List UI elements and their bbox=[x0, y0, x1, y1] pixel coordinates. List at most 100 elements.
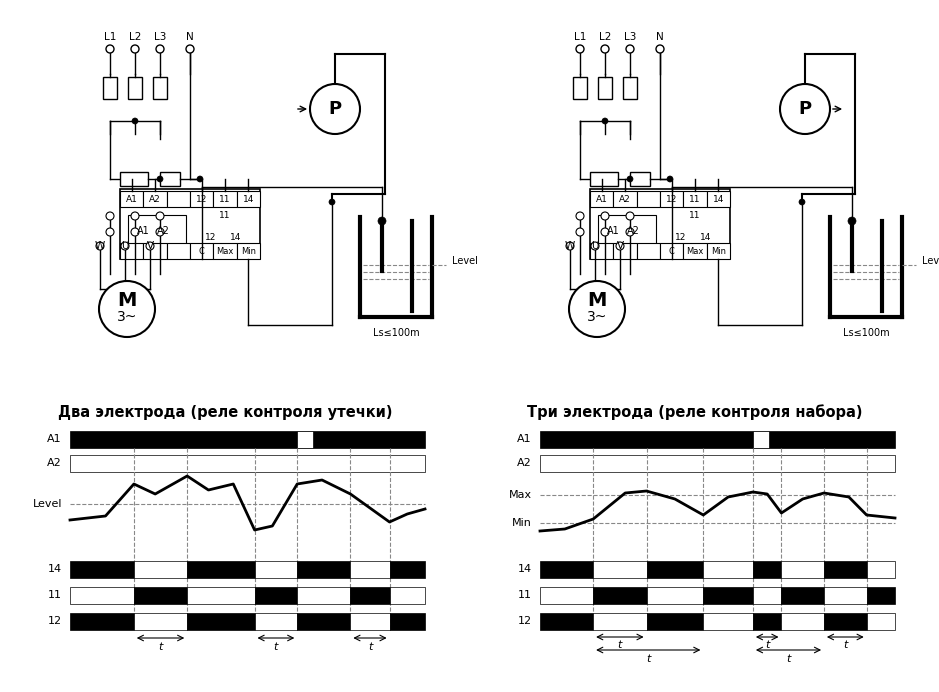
Bar bbox=[684, 191, 707, 207]
Text: C: C bbox=[669, 246, 674, 255]
Text: A1: A1 bbox=[595, 194, 608, 203]
Bar bbox=[781, 587, 824, 604]
Bar bbox=[540, 587, 593, 604]
Text: V: V bbox=[146, 241, 154, 251]
Circle shape bbox=[601, 45, 609, 53]
Circle shape bbox=[156, 212, 164, 220]
Text: 11: 11 bbox=[48, 590, 62, 601]
Bar bbox=[613, 243, 637, 259]
Text: P: P bbox=[798, 100, 811, 118]
Bar bbox=[703, 613, 753, 630]
Circle shape bbox=[157, 176, 163, 182]
Text: t: t bbox=[273, 642, 278, 652]
Bar bbox=[213, 191, 237, 207]
Bar bbox=[824, 613, 867, 630]
Text: U: U bbox=[592, 241, 599, 251]
Bar bbox=[190, 191, 213, 207]
Text: L2: L2 bbox=[129, 32, 141, 42]
Text: W: W bbox=[95, 241, 105, 251]
Text: Level: Level bbox=[33, 499, 62, 509]
Bar bbox=[70, 561, 134, 578]
Circle shape bbox=[96, 242, 104, 250]
Text: 14: 14 bbox=[518, 565, 532, 574]
Text: U: U bbox=[121, 241, 129, 251]
Circle shape bbox=[569, 281, 625, 337]
Circle shape bbox=[146, 242, 154, 250]
Bar bbox=[390, 613, 425, 630]
Text: M: M bbox=[587, 291, 607, 311]
Bar bbox=[781, 561, 824, 578]
Text: L1: L1 bbox=[104, 32, 116, 42]
Text: L3: L3 bbox=[623, 32, 637, 42]
Circle shape bbox=[310, 84, 360, 134]
Circle shape bbox=[627, 176, 633, 182]
Text: Max: Max bbox=[686, 246, 703, 255]
Bar bbox=[707, 191, 730, 207]
Bar bbox=[703, 587, 753, 604]
Bar bbox=[298, 561, 350, 578]
Text: P: P bbox=[329, 100, 342, 118]
Circle shape bbox=[131, 212, 139, 220]
Text: Два электрода (реле контроля утечки): Два электрода (реле контроля утечки) bbox=[58, 405, 393, 419]
Text: M: M bbox=[117, 291, 137, 311]
Circle shape bbox=[131, 45, 139, 53]
Circle shape bbox=[656, 45, 664, 53]
Text: A1: A1 bbox=[126, 194, 138, 203]
Bar bbox=[166, 243, 190, 259]
Bar bbox=[120, 172, 148, 186]
Bar bbox=[144, 243, 166, 259]
Text: L2: L2 bbox=[599, 32, 611, 42]
Text: Level: Level bbox=[922, 256, 939, 266]
Bar bbox=[646, 587, 703, 604]
Bar bbox=[867, 561, 895, 578]
Bar bbox=[540, 455, 895, 472]
Bar bbox=[646, 561, 703, 578]
Bar bbox=[128, 77, 142, 99]
Bar bbox=[590, 189, 730, 259]
Text: A2: A2 bbox=[626, 226, 639, 236]
Bar bbox=[237, 243, 260, 259]
Bar bbox=[134, 613, 187, 630]
Circle shape bbox=[186, 45, 194, 53]
Circle shape bbox=[156, 228, 164, 236]
Circle shape bbox=[667, 176, 673, 182]
Bar bbox=[120, 189, 260, 259]
Bar bbox=[390, 561, 425, 578]
Bar bbox=[298, 431, 314, 448]
Circle shape bbox=[576, 45, 584, 53]
Bar bbox=[593, 587, 646, 604]
Bar bbox=[350, 561, 390, 578]
Circle shape bbox=[576, 228, 584, 236]
Circle shape bbox=[848, 217, 856, 225]
Text: A2: A2 bbox=[157, 226, 169, 236]
Text: Ls≤100m: Ls≤100m bbox=[842, 328, 889, 338]
Bar bbox=[144, 191, 166, 207]
Circle shape bbox=[131, 228, 139, 236]
Bar bbox=[867, 613, 895, 630]
Bar bbox=[753, 561, 781, 578]
Bar bbox=[703, 561, 753, 578]
Circle shape bbox=[576, 212, 584, 220]
Bar bbox=[254, 587, 298, 604]
Text: 12: 12 bbox=[675, 233, 686, 242]
Bar bbox=[70, 587, 134, 604]
Text: Min: Min bbox=[512, 518, 532, 528]
Bar bbox=[590, 191, 613, 207]
Circle shape bbox=[591, 242, 599, 250]
Bar bbox=[646, 613, 703, 630]
Text: W: W bbox=[565, 241, 575, 251]
Bar bbox=[120, 243, 144, 259]
Bar bbox=[660, 243, 684, 259]
Bar bbox=[298, 613, 350, 630]
Bar bbox=[753, 431, 769, 448]
Circle shape bbox=[106, 45, 114, 53]
Text: A1: A1 bbox=[137, 226, 149, 236]
Text: N: N bbox=[186, 32, 193, 42]
Text: t: t bbox=[765, 640, 769, 650]
Bar bbox=[630, 172, 650, 186]
Text: 12: 12 bbox=[48, 617, 62, 626]
Bar bbox=[593, 561, 646, 578]
Text: 12: 12 bbox=[206, 233, 217, 242]
Bar bbox=[128, 215, 186, 247]
Text: N: N bbox=[656, 32, 664, 42]
